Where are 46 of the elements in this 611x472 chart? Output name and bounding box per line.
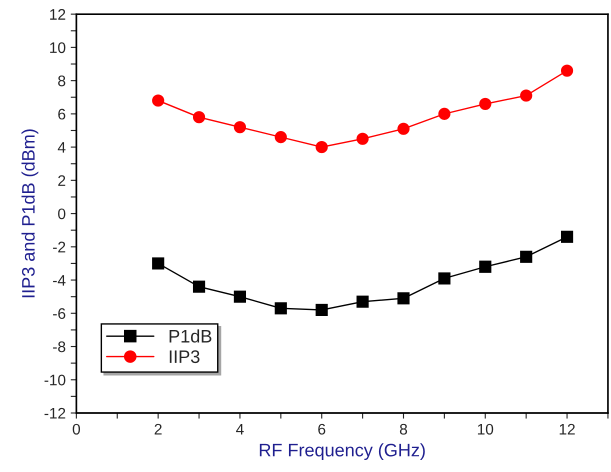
point: [438, 108, 450, 120]
y-tick-label: -10: [44, 374, 66, 386]
y-tick-label: 4: [58, 142, 66, 153]
x-tick-label: 6: [318, 424, 326, 435]
y-tick-label: 2: [58, 175, 66, 186]
y-tick-label: -4: [53, 275, 66, 286]
point: [316, 304, 328, 316]
point: [356, 132, 369, 145]
point: [438, 272, 450, 284]
y-tick-label: -6: [53, 308, 66, 319]
point: [152, 257, 164, 270]
y-tick-label: 0: [58, 208, 66, 220]
y-tick-label: 12: [50, 9, 66, 20]
legend-label: IIP3: [170, 350, 200, 364]
x-axis-title: RF Frequency (GHz): [260, 443, 425, 460]
point: [479, 98, 492, 110]
legend-label: P1dB: [170, 329, 212, 343]
point: [520, 90, 532, 102]
point: [152, 94, 164, 107]
x-tick-label: 10: [478, 424, 494, 435]
y-tick-label: -12: [44, 408, 66, 419]
y-tick-label: -2: [53, 242, 66, 252]
y-tick-label: 8: [58, 76, 66, 86]
x-tick-label: 8: [400, 424, 408, 435]
y-tick-label: 6: [58, 108, 66, 120]
point: [274, 131, 287, 144]
point: [192, 280, 206, 293]
point: [316, 141, 328, 154]
y-tick-label: -8: [53, 341, 66, 352]
y-axis-title: IIP3 and P1dB (dBm): [21, 129, 38, 298]
point: [274, 302, 287, 314]
point: [560, 230, 574, 243]
x-tick-label: 12: [560, 424, 575, 434]
x-tick-label: 2: [154, 424, 162, 434]
x-tick-label: 0: [72, 424, 80, 435]
point: [192, 111, 206, 124]
point: [234, 121, 246, 134]
point: [356, 296, 369, 308]
point: [479, 260, 492, 273]
point: [234, 290, 246, 303]
point: [520, 250, 532, 263]
x-tick-label: 4: [236, 424, 244, 434]
y-tick-label: 10: [50, 42, 66, 54]
point: [397, 292, 410, 304]
point: [397, 122, 410, 135]
point: [560, 64, 574, 77]
